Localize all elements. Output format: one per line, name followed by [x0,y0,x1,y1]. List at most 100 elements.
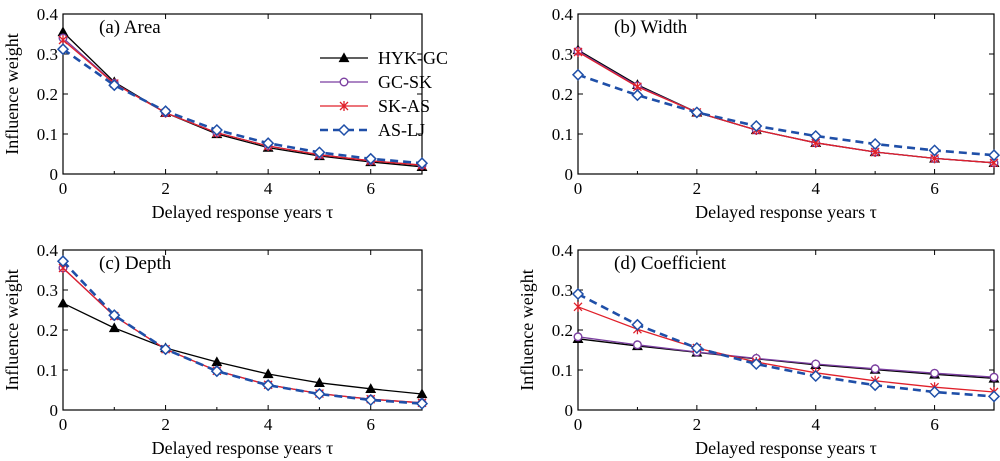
series-line-sk-as [577,306,995,393]
y-tick-label: 0 [50,401,59,420]
series-line-sk-as [62,39,423,166]
series-sk-as [58,35,427,171]
data-point-as-lj [809,369,822,383]
legend: HYK-GC GC-SK SK-AS AS-LJ [320,48,448,140]
series-line-sk-as [62,267,423,404]
y-tick-label: 0.1 [552,361,573,380]
legend-item-sk-as: SK-AS [320,96,430,116]
x-tick-label: 4 [811,179,820,198]
series-line-gc-sk [62,37,423,166]
data-point-as-lj [809,129,822,143]
data-point-gc-sk [573,332,583,342]
series-line-as-lj [577,292,995,398]
panel-title: (b) Width [614,17,688,38]
panel-title: (a) Area [99,17,161,38]
panel-c: 0 0.1 0.2 0.3 0.4 0 2 4 6 Delayed response years … [2,241,429,458]
x-tick-label: 4 [264,179,273,198]
plot-frame [62,13,423,175]
legend-marker-hyk-gc [338,52,350,63]
x-tick-label: 6 [366,415,375,434]
data-point-gc-sk [632,340,642,350]
y-tick-label: 0.4 [37,241,59,260]
data-point-as-lj [210,365,223,378]
data-point-gc-sk [930,368,940,378]
x-tick-label: 0 [59,415,68,434]
y-tick-label: 0.3 [552,45,573,64]
data-point-as-lj [313,387,326,401]
data-point-as-lj [108,309,121,322]
data-point-as-lj [415,157,429,170]
x-tick-label: 2 [161,415,170,434]
y-tick-label: 0.3 [37,45,58,64]
y-tick-label: 0.2 [37,85,58,104]
data-point-as-lj [928,385,941,399]
data-point-hyk-gc [108,322,120,333]
x-axis-title: Delayed response years τ [695,438,877,458]
data-point-sk-as [573,301,583,312]
x-axis-title: Delayed response years τ [695,202,877,222]
y-tick-label: 0.2 [37,321,58,340]
series-as-lj [56,255,429,410]
series-gc-sk [58,33,427,170]
data-point-as-lj [313,146,326,159]
series-line-gc-sk [577,336,995,378]
series-line-sk-as [577,51,995,164]
x-tick-label: 0 [574,415,583,434]
x-tick-label: 6 [930,415,939,434]
series-line-gc-sk [577,50,995,164]
data-point-as-lj [690,106,703,119]
data-point-as-lj [571,68,585,81]
data-point-as-lj [631,89,644,102]
x-tick-label: 4 [811,415,820,434]
data-point-as-lj [987,390,1000,403]
x-tick-label: 4 [264,415,273,434]
series-as-lj [56,43,429,170]
series-line-gc-sk [62,267,423,404]
y-tick-label: 0.4 [552,241,574,260]
data-point-as-lj [56,255,70,268]
data-point-as-lj [928,144,941,157]
y-axis-title: Influence weight [517,269,537,390]
panel-title: (d) Coefficient [614,253,727,274]
data-point-hyk-gc [365,383,377,393]
data-point-as-lj [262,379,275,392]
y-tick-label: 0 [50,165,59,184]
series-line-hyk-gc [62,302,423,395]
y-axis-title: Influence weight [2,269,22,390]
data-point-sk-as [573,47,583,57]
data-point-as-lj [750,357,763,371]
data-point-as-lj [987,149,1000,162]
data-point-as-lj [415,397,429,410]
y-axis-title: Influence weight [2,33,22,154]
legend-marker-sk-as [339,101,349,111]
series-hyk-gc [57,26,428,171]
data-point-gc-sk [870,364,880,374]
data-point-as-lj [869,137,882,151]
data-point-as-lj [159,105,172,118]
panel-b: 0 0.1 0.2 0.3 0.4 0 2 4 6 Delayed response years … [552,5,1000,222]
data-point-as-lj [159,343,172,356]
legend-marker-as-lj [337,123,351,137]
x-tick-label: 0 [574,179,583,198]
data-point-as-lj [262,137,275,150]
x-tick-label: 6 [366,179,375,198]
series-as-lj [571,287,1000,403]
data-point-as-lj [364,393,377,407]
series-line-as-lj [62,48,423,165]
data-point-as-lj [690,341,703,355]
y-tick-label: 0.1 [37,125,58,144]
series-gc-sk [573,332,999,382]
series-line-hyk-gc [577,49,995,164]
data-point-as-lj [869,379,882,392]
y-tick-label: 0.1 [37,361,58,380]
series-line-as-lj [62,260,423,405]
data-point-hyk-gc [313,377,325,387]
data-point-as-lj [56,43,70,56]
x-tick-label: 0 [59,179,68,198]
data-point-as-lj [631,318,644,331]
y-tick-label: 0.1 [552,125,573,144]
data-point-hyk-gc [57,297,69,308]
legend-item-as-lj: AS-LJ [320,120,425,140]
legend-marker-gc-sk [339,77,349,87]
data-point-as-lj [750,119,763,133]
